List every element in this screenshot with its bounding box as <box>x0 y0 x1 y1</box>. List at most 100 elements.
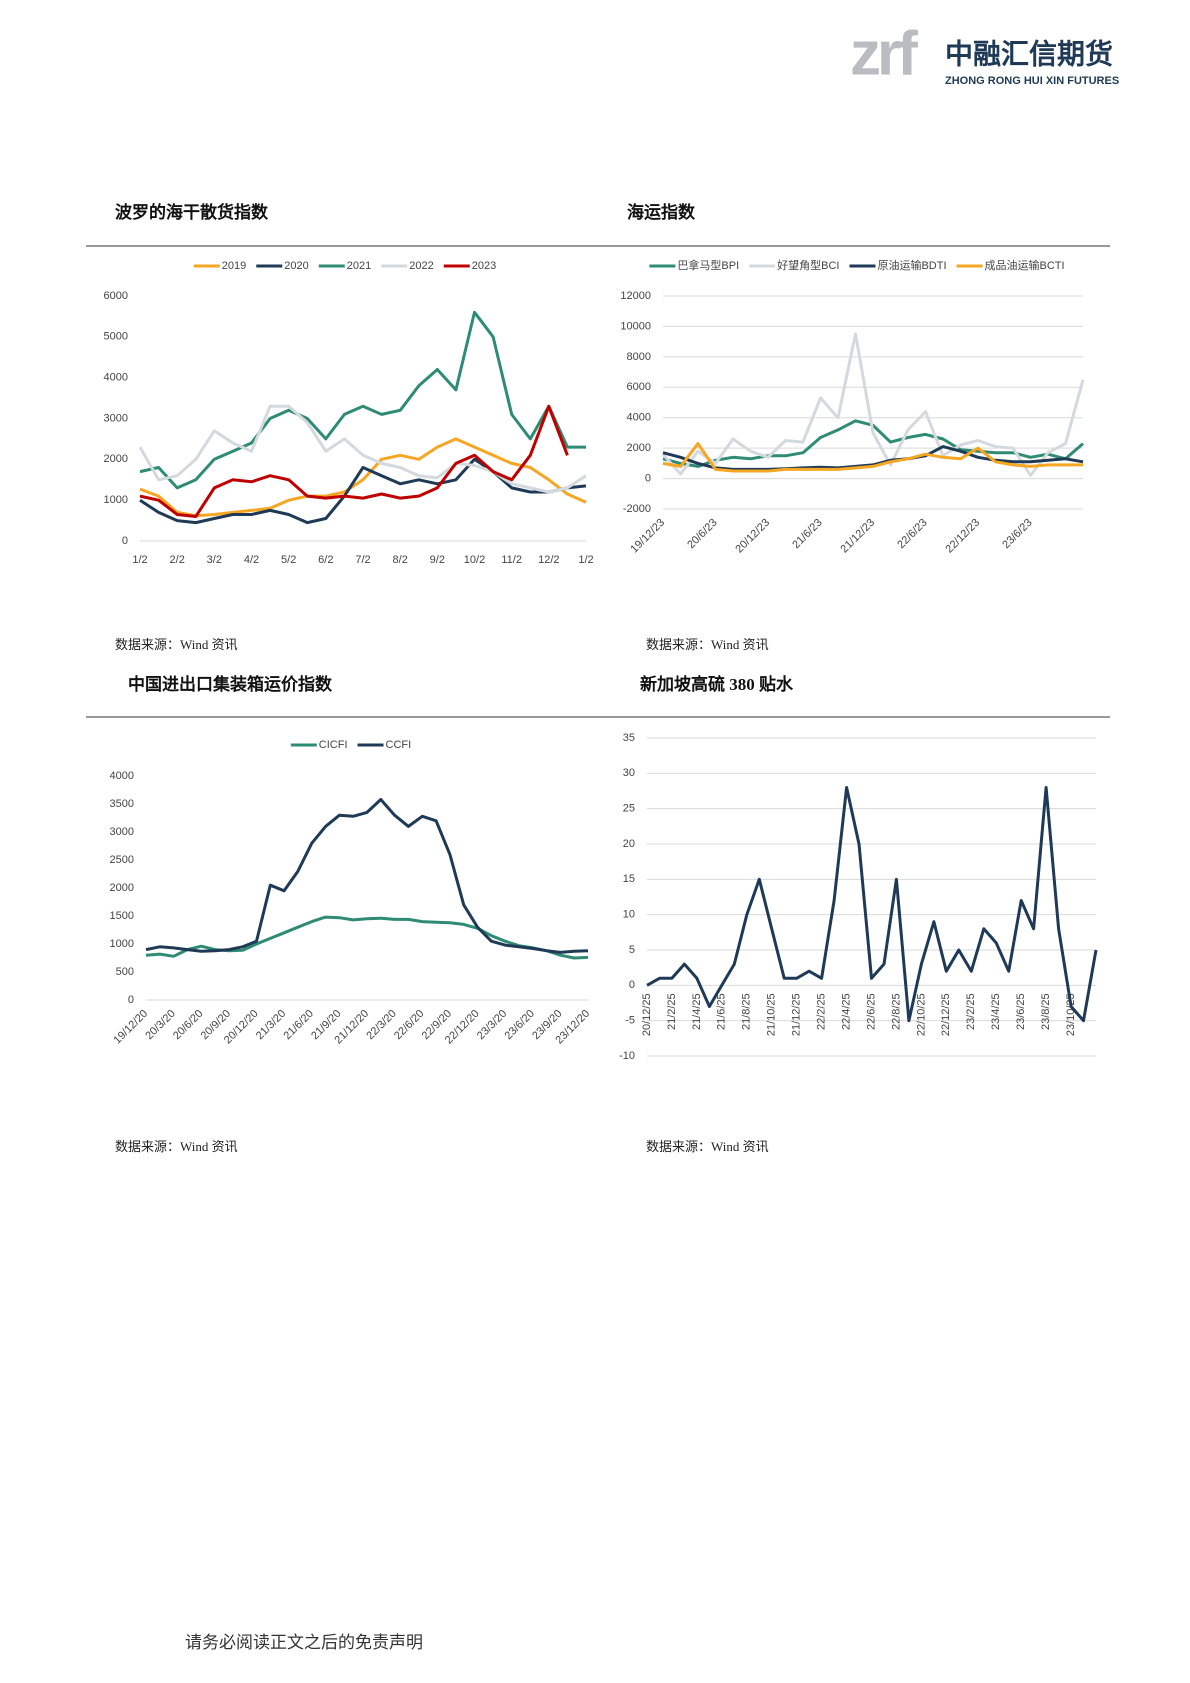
x-tick-label: 21/6/23 <box>790 517 824 551</box>
chart-title: 中国进出口集装箱运价指数 <box>128 674 333 694</box>
x-tick-label: 1/2 <box>578 554 593 566</box>
series-line <box>139 437 587 518</box>
y-tick-label: 15 <box>623 873 635 885</box>
x-tick-label: 22/6/23 <box>895 517 929 551</box>
chart-title: 海运指数 <box>627 202 696 222</box>
y-tick-label: 1000 <box>110 938 134 950</box>
x-tick-label: 21/12/25 <box>791 993 803 1036</box>
x-tick-label: 20/12/23 <box>733 517 772 556</box>
y-tick-label: 6000 <box>104 290 128 302</box>
y-tick-label: 2000 <box>110 882 134 894</box>
x-tick-label: 21/12/23 <box>838 517 877 556</box>
x-tick-label: 9/2 <box>430 554 445 566</box>
y-tick-label: 4000 <box>104 372 128 384</box>
x-tick-label: 22/8/25 <box>890 993 902 1030</box>
y-tick-label: 10 <box>623 909 635 921</box>
x-tick-label: 22/10/25 <box>915 993 927 1036</box>
y-tick-label: -10 <box>619 1050 635 1062</box>
legend-label: CICFI <box>319 739 348 751</box>
x-tick-label: 23/3/20 <box>475 1008 509 1042</box>
x-tick-label: 20/6/23 <box>685 517 719 551</box>
x-tick-label: 22/6/20 <box>392 1008 426 1042</box>
x-tick-label: 6/2 <box>318 554 333 566</box>
x-tick-label: 1/2 <box>132 554 147 566</box>
y-tick-label: 0 <box>128 994 134 1006</box>
x-tick-label: 22/6/25 <box>865 993 877 1030</box>
x-tick-label: 23/6/20 <box>502 1008 536 1042</box>
y-tick-label: 35 <box>623 732 635 744</box>
x-tick-label: 10/2 <box>464 554 485 566</box>
y-tick-label: 25 <box>623 803 635 815</box>
x-tick-label: 21/6/25 <box>716 993 728 1030</box>
x-tick-label: 21/6/20 <box>281 1008 315 1042</box>
y-tick-label: 12000 <box>620 290 651 302</box>
x-tick-label: 23/2/25 <box>965 993 977 1030</box>
x-tick-label: 8/2 <box>393 554 408 566</box>
y-tick-label: -5 <box>625 1015 635 1027</box>
legend-label: 好望角型BCI <box>777 258 839 272</box>
y-tick-label: 2000 <box>104 453 128 465</box>
source-note: 数据来源：Wind 资讯 <box>646 637 769 652</box>
legend-label: CCFI <box>386 739 412 751</box>
company-name-en: ZHONG RONG HUI XIN FUTURES <box>945 75 1119 87</box>
x-tick-label: 21/3/20 <box>254 1008 288 1042</box>
y-tick-label: 5000 <box>104 331 128 343</box>
x-tick-label: 22/4/25 <box>840 993 852 1030</box>
x-tick-label: 12/2 <box>538 554 559 566</box>
x-tick-label: 22/3/20 <box>364 1008 398 1042</box>
y-tick-label: 3000 <box>104 412 128 424</box>
series-line <box>662 442 1083 473</box>
source-note: 数据来源：Wind 资讯 <box>646 1139 769 1154</box>
y-tick-label: 20 <box>623 838 635 850</box>
x-tick-label: 23/8/25 <box>1040 993 1052 1030</box>
logo-mark: zrf <box>850 19 918 88</box>
series-line <box>646 786 1098 1023</box>
y-tick-label: 500 <box>116 966 134 978</box>
y-tick-label: 0 <box>645 472 651 484</box>
x-tick-label: 7/2 <box>355 554 370 566</box>
legend-label: 成品油运输BCTI <box>985 258 1065 272</box>
chart-title: 新加坡高硫 380 贴水 <box>640 674 794 694</box>
y-tick-label: -2000 <box>623 503 651 515</box>
y-tick-label: 10000 <box>620 320 651 332</box>
x-tick-label: 5/2 <box>281 554 296 566</box>
y-tick-label: 8000 <box>627 351 651 363</box>
company-name: 中融汇信期货 <box>945 37 1113 69</box>
x-tick-label: 23/4/25 <box>990 993 1002 1030</box>
x-tick-label: 4/2 <box>244 554 259 566</box>
series-line <box>139 404 569 518</box>
legend-label: 2023 <box>472 260 496 272</box>
x-tick-label: 2/2 <box>170 554 185 566</box>
x-tick-label: 21/4/25 <box>691 993 703 1030</box>
series-line <box>145 798 589 954</box>
y-tick-label: 2000 <box>627 442 651 454</box>
y-tick-label: 2500 <box>110 854 134 866</box>
x-tick-label: 23/6/25 <box>1015 993 1027 1030</box>
legend-label: 2020 <box>284 260 308 272</box>
series-line <box>139 457 587 525</box>
x-tick-label: 23/6/23 <box>1000 517 1034 551</box>
source-note: 数据来源：Wind 资讯 <box>115 1139 238 1154</box>
x-tick-label: 11/2 <box>501 554 522 566</box>
y-tick-label: 0 <box>629 979 635 991</box>
x-tick-label: 20/12/25 <box>641 993 653 1036</box>
y-tick-label: 1000 <box>104 494 128 506</box>
x-tick-label: 19/12/20 <box>111 1008 150 1047</box>
legend-label: 巴拿马型BPI <box>677 258 739 272</box>
y-tick-label: 0 <box>122 535 128 547</box>
y-tick-label: 3500 <box>110 798 134 810</box>
legend-label: 2022 <box>409 260 433 272</box>
y-tick-label: 4000 <box>110 770 134 782</box>
y-tick-label: 3000 <box>110 826 134 838</box>
series-line <box>661 332 1085 477</box>
x-tick-label: 3/2 <box>207 554 222 566</box>
legend-label: 2021 <box>347 260 371 272</box>
source-note: 数据来源：Wind 资讯 <box>115 637 238 652</box>
legend-label: 2019 <box>222 260 246 272</box>
y-tick-label: 6000 <box>627 381 651 393</box>
x-tick-label: 23/10/25 <box>1065 993 1077 1036</box>
x-tick-label: 19/12/23 <box>628 517 667 556</box>
y-tick-label: 30 <box>623 767 635 779</box>
